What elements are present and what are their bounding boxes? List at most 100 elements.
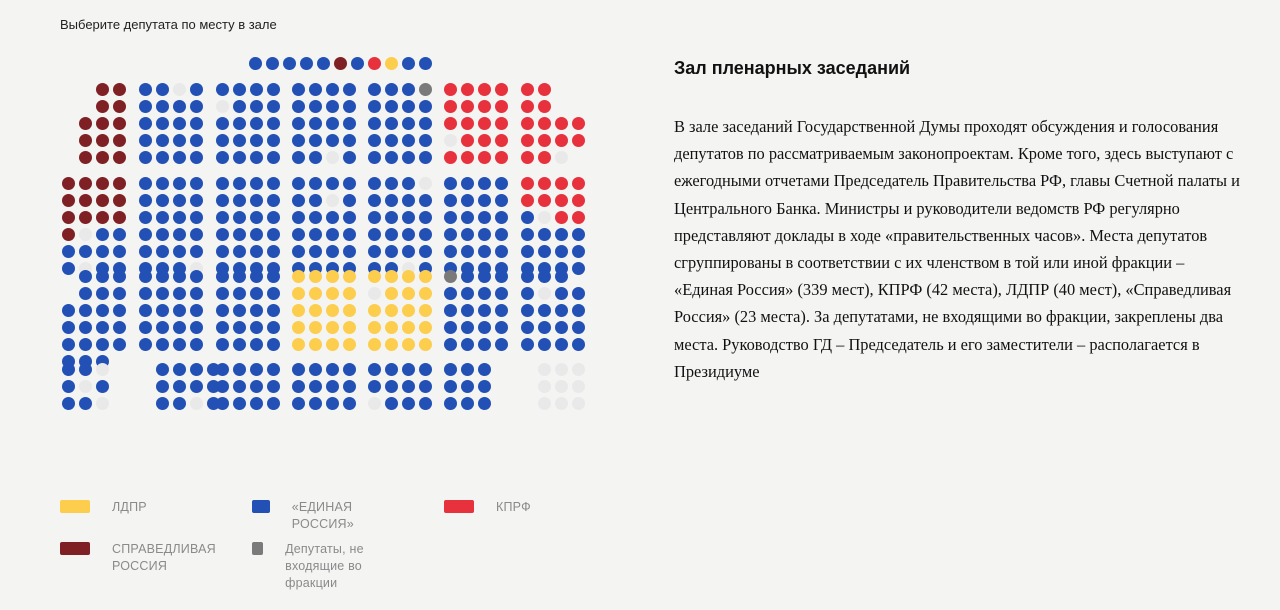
- seat-er[interactable]: [571, 303, 585, 317]
- seat-kprf[interactable]: [554, 116, 568, 130]
- seat-er[interactable]: [308, 133, 322, 147]
- seat-er[interactable]: [78, 269, 92, 283]
- seat-er[interactable]: [367, 176, 381, 190]
- seat-ldpr[interactable]: [384, 337, 398, 351]
- seat-er[interactable]: [266, 176, 280, 190]
- seat-kprf[interactable]: [443, 82, 457, 96]
- seat-er[interactable]: [308, 150, 322, 164]
- seat-er[interactable]: [291, 362, 305, 376]
- seat-er[interactable]: [477, 396, 491, 410]
- seat-er[interactable]: [61, 379, 75, 393]
- seat-er[interactable]: [494, 337, 508, 351]
- seat-er[interactable]: [443, 210, 457, 224]
- seat-er[interactable]: [342, 379, 356, 393]
- seat-kprf[interactable]: [554, 210, 568, 224]
- seat-sr[interactable]: [78, 150, 92, 164]
- seat-ldpr[interactable]: [325, 303, 339, 317]
- seat-er[interactable]: [172, 269, 186, 283]
- seat-er[interactable]: [61, 261, 75, 275]
- seat-er[interactable]: [249, 269, 263, 283]
- seat-er[interactable]: [95, 337, 109, 351]
- seat-ldpr[interactable]: [291, 286, 305, 300]
- seat-sr[interactable]: [333, 56, 347, 70]
- seat-vacant[interactable]: [537, 396, 551, 410]
- seat-er[interactable]: [189, 116, 203, 130]
- seat-er[interactable]: [342, 150, 356, 164]
- seat-er[interactable]: [291, 396, 305, 410]
- seat-er[interactable]: [189, 133, 203, 147]
- seat-er[interactable]: [477, 320, 491, 334]
- seat-er[interactable]: [308, 176, 322, 190]
- seat-er[interactable]: [155, 210, 169, 224]
- seat-er[interactable]: [155, 269, 169, 283]
- seat-er[interactable]: [266, 227, 280, 241]
- seat-ldpr[interactable]: [384, 320, 398, 334]
- seat-er[interactable]: [189, 286, 203, 300]
- seat-er[interactable]: [367, 82, 381, 96]
- seat-er[interactable]: [232, 82, 246, 96]
- seat-er[interactable]: [316, 56, 330, 70]
- seat-sr[interactable]: [78, 210, 92, 224]
- seat-er[interactable]: [266, 116, 280, 130]
- seat-er[interactable]: [460, 396, 474, 410]
- seat-er[interactable]: [249, 193, 263, 207]
- seat-er[interactable]: [494, 176, 508, 190]
- seat-er[interactable]: [189, 244, 203, 258]
- seat-er[interactable]: [215, 396, 229, 410]
- seat-er[interactable]: [291, 244, 305, 258]
- seat-er[interactable]: [215, 379, 229, 393]
- seat-er[interactable]: [155, 193, 169, 207]
- seat-er[interactable]: [443, 303, 457, 317]
- seat-er[interactable]: [401, 150, 415, 164]
- seat-er[interactable]: [477, 176, 491, 190]
- seat-er[interactable]: [266, 133, 280, 147]
- seat-er[interactable]: [215, 150, 229, 164]
- seat-er[interactable]: [291, 99, 305, 113]
- seat-vacant[interactable]: [554, 362, 568, 376]
- seat-er[interactable]: [367, 244, 381, 258]
- seat-kprf[interactable]: [554, 133, 568, 147]
- seat-sr[interactable]: [112, 116, 126, 130]
- seat-er[interactable]: [477, 193, 491, 207]
- seat-vacant[interactable]: [571, 396, 585, 410]
- seat-er[interactable]: [266, 82, 280, 96]
- seat-kprf[interactable]: [367, 56, 381, 70]
- seat-ldpr[interactable]: [418, 303, 432, 317]
- seat-er[interactable]: [477, 227, 491, 241]
- seat-er[interactable]: [401, 193, 415, 207]
- seat-er[interactable]: [494, 320, 508, 334]
- seat-er[interactable]: [248, 56, 262, 70]
- seat-er[interactable]: [308, 99, 322, 113]
- seat-ldpr[interactable]: [342, 337, 356, 351]
- seat-er[interactable]: [155, 337, 169, 351]
- seat-kprf[interactable]: [494, 116, 508, 130]
- seat-er[interactable]: [520, 286, 534, 300]
- seat-er[interactable]: [215, 269, 229, 283]
- seat-er[interactable]: [215, 337, 229, 351]
- seat-er[interactable]: [95, 269, 109, 283]
- seat-kprf[interactable]: [571, 176, 585, 190]
- seat-er[interactable]: [172, 320, 186, 334]
- seat-er[interactable]: [494, 193, 508, 207]
- seat-kprf[interactable]: [477, 133, 491, 147]
- seat-er[interactable]: [172, 210, 186, 224]
- seat-er[interactable]: [249, 176, 263, 190]
- seat-er[interactable]: [95, 244, 109, 258]
- seat-kprf[interactable]: [494, 150, 508, 164]
- seat-er[interactable]: [172, 379, 186, 393]
- seat-er[interactable]: [78, 337, 92, 351]
- seat-er[interactable]: [189, 176, 203, 190]
- seat-er[interactable]: [443, 379, 457, 393]
- seat-kprf[interactable]: [520, 116, 534, 130]
- seat-er[interactable]: [325, 82, 339, 96]
- seat-er[interactable]: [155, 82, 169, 96]
- seat-ldpr[interactable]: [308, 337, 322, 351]
- seat-kprf[interactable]: [460, 150, 474, 164]
- seat-ldpr[interactable]: [401, 303, 415, 317]
- seat-er[interactable]: [537, 337, 551, 351]
- seat-er[interactable]: [249, 150, 263, 164]
- seat-er[interactable]: [61, 320, 75, 334]
- seat-er[interactable]: [291, 82, 305, 96]
- seat-er[interactable]: [308, 193, 322, 207]
- seat-er[interactable]: [537, 269, 551, 283]
